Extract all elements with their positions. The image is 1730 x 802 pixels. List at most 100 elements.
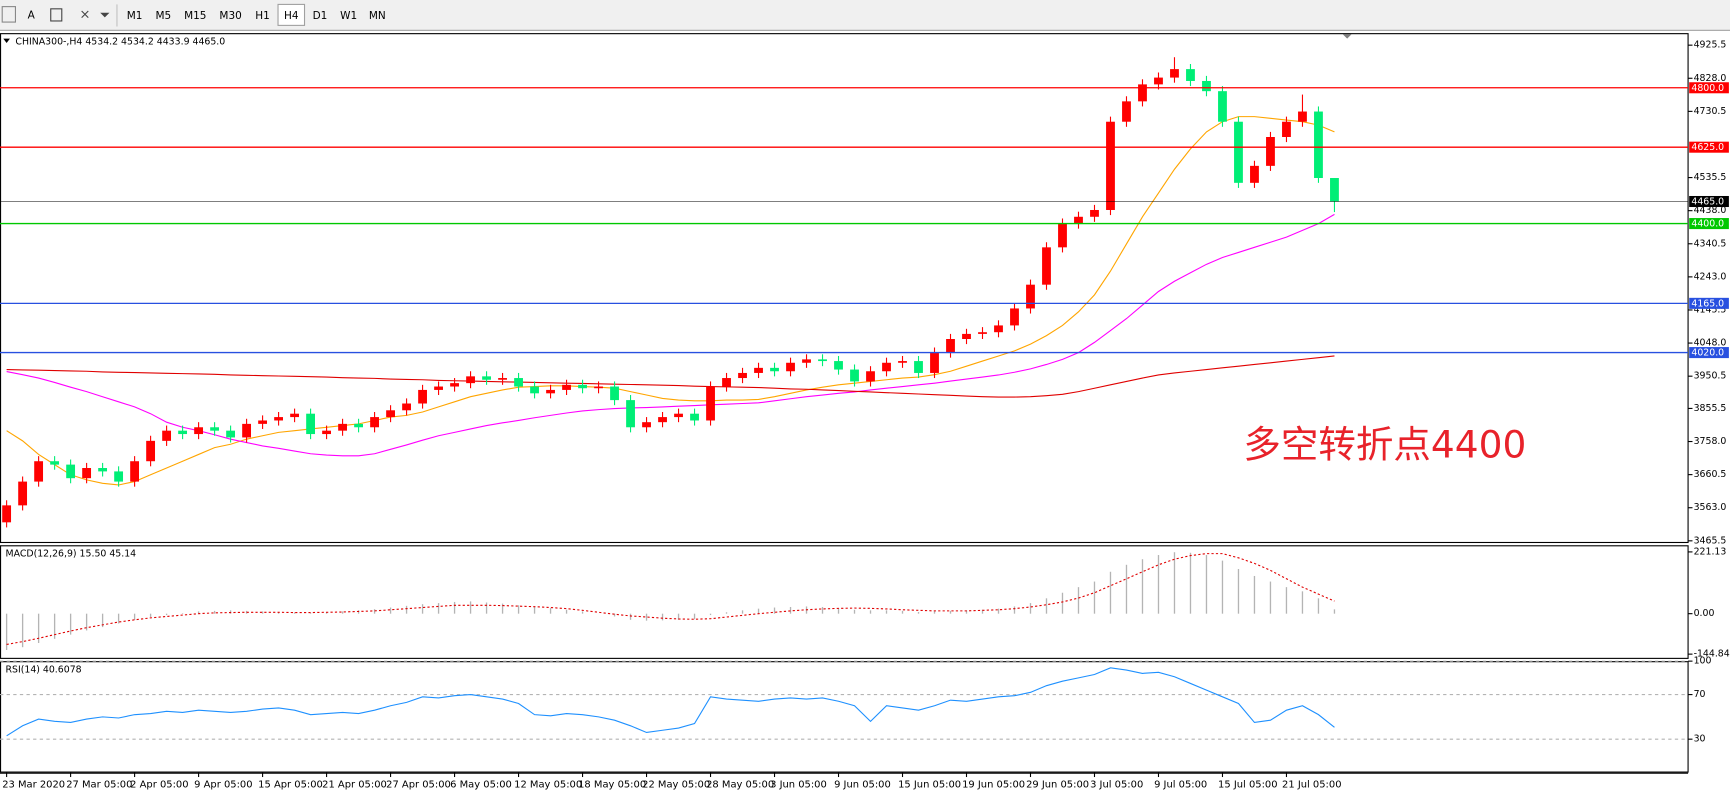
candle-body — [194, 427, 204, 435]
candle-body — [642, 422, 651, 428]
x-tick-label: 18 May 05:00 — [578, 780, 646, 791]
x-tick-label: 21 Apr 05:00 — [322, 780, 387, 791]
candle-body — [1266, 136, 1275, 166]
candle-body — [866, 371, 875, 382]
x-tick-label: 9 Jul 05:00 — [1154, 780, 1207, 791]
candle-body — [402, 403, 411, 411]
macd-signal — [6, 553, 1335, 645]
panel-title: MACD(12,26,9) 15.50 45.14 — [6, 549, 137, 560]
candle-body — [450, 383, 459, 387]
candle-body — [1330, 178, 1339, 202]
y-tick-label: 3563.0 — [1694, 502, 1727, 513]
timeframe-label[interactable]: M15 — [184, 10, 206, 22]
toolbar-items: A — [1, 4, 118, 27]
candle-body — [1090, 209, 1099, 217]
x-tick-label: 27 Apr 05:00 — [386, 780, 451, 791]
candle-body — [786, 362, 795, 372]
y-tick-label: 3758.0 — [1694, 436, 1727, 447]
candle-body — [1074, 216, 1083, 224]
candle-body — [1250, 165, 1259, 183]
price-level-tag — [1689, 141, 1729, 153]
tool-icon[interactable] — [1, 6, 16, 23]
x-tick-label: 23 Mar 2020 — [2, 780, 65, 791]
y-tick-label: 30 — [1694, 734, 1706, 745]
candle-body — [322, 430, 331, 435]
candle-body — [706, 386, 715, 421]
price-level-label: 4165.0 — [1691, 298, 1724, 309]
candle-body — [130, 461, 140, 482]
candle-body — [594, 386, 603, 389]
y-tick-label: 4340.5 — [1694, 238, 1727, 249]
y-tick-label: 221.13 — [1694, 546, 1727, 557]
candle-body — [546, 389, 555, 394]
x-tick-label: 22 May 05:00 — [642, 780, 710, 791]
candle-body — [290, 413, 299, 418]
y-tick-label: 3660.5 — [1694, 469, 1727, 480]
candle-body — [18, 481, 28, 506]
x-tick-label: 6 May 05:00 — [450, 780, 512, 791]
candle-body — [162, 430, 172, 441]
chart-menu-arrow[interactable] — [3, 38, 10, 44]
timeframe-label[interactable]: M5 — [155, 10, 171, 22]
candle-body — [1026, 284, 1035, 309]
y-tick-label: 4145.5 — [1694, 304, 1727, 315]
candle-body — [1010, 308, 1019, 326]
y-tick-label: 4535.5 — [1694, 172, 1727, 183]
candle-body — [1170, 69, 1179, 78]
panel-frame — [0, 33, 1689, 544]
panel-frame — [0, 545, 1689, 659]
panel-title: RSI(14) 40.6078 — [6, 664, 82, 675]
candle-body — [418, 389, 427, 404]
candle-body — [258, 420, 268, 424]
candle-body — [274, 417, 284, 421]
candle-body — [754, 367, 763, 373]
y-tick-label: 4925.5 — [1694, 40, 1727, 51]
timeframe-label[interactable]: M30 — [219, 10, 241, 22]
x-tick-label: 15 Jun 05:00 — [898, 780, 961, 791]
x-tick-label: 3 Jun 05:00 — [770, 780, 827, 791]
moving-average — [6, 213, 1335, 457]
timeframe-label[interactable]: MN — [369, 10, 386, 22]
x-tick-label: 29 Jun 05:00 — [1026, 780, 1089, 791]
candle-body — [562, 384, 571, 390]
candle-body — [370, 417, 379, 428]
candle-body — [1106, 121, 1115, 210]
x-tick-label: 27 Mar 05:00 — [66, 780, 132, 791]
price-level-tag — [1689, 82, 1729, 94]
candle-body — [226, 430, 236, 438]
y-tick-label: 3465.5 — [1694, 535, 1727, 546]
timeframe-label[interactable]: H1 — [255, 10, 270, 22]
candle-body — [66, 464, 76, 479]
candle-body — [818, 359, 827, 362]
candle-body — [1202, 80, 1211, 92]
timeframe-button[interactable] — [277, 3, 306, 26]
x-tick-label: 12 May 05:00 — [514, 780, 582, 791]
moving-average — [6, 116, 1335, 486]
y-tick-label: 100 — [1694, 656, 1712, 667]
candle-body — [1218, 91, 1227, 122]
timeframe-label[interactable]: W1 — [340, 10, 357, 22]
price-level-tag — [1689, 297, 1729, 309]
label-tool[interactable] — [50, 8, 63, 22]
candle-body — [114, 471, 124, 482]
price-level-label: 4020.0 — [1691, 348, 1724, 359]
x-tick-label: 3 Jul 05:00 — [1090, 780, 1143, 791]
timeframe-label[interactable]: D1 — [313, 10, 328, 22]
x-tick-label: 28 May 05:00 — [706, 780, 774, 791]
candle-body — [386, 410, 395, 418]
price-level-label: 4400.0 — [1691, 219, 1724, 230]
candle-body — [354, 423, 363, 428]
shapes-tool[interactable] — [81, 10, 110, 19]
price-level-tag — [1689, 347, 1729, 359]
shift-marker — [1342, 34, 1352, 39]
candle-body — [738, 372, 747, 379]
timeframe-label[interactable]: H4 — [284, 10, 299, 22]
candle-body — [722, 378, 731, 387]
candle-body — [242, 423, 252, 438]
timeframe-label[interactable]: M1 — [127, 10, 143, 22]
candle-body — [946, 338, 955, 353]
x-tick-label: 21 Jul 05:00 — [1282, 780, 1341, 791]
text-tool[interactable]: A — [28, 9, 36, 21]
candle-body — [1042, 247, 1051, 285]
